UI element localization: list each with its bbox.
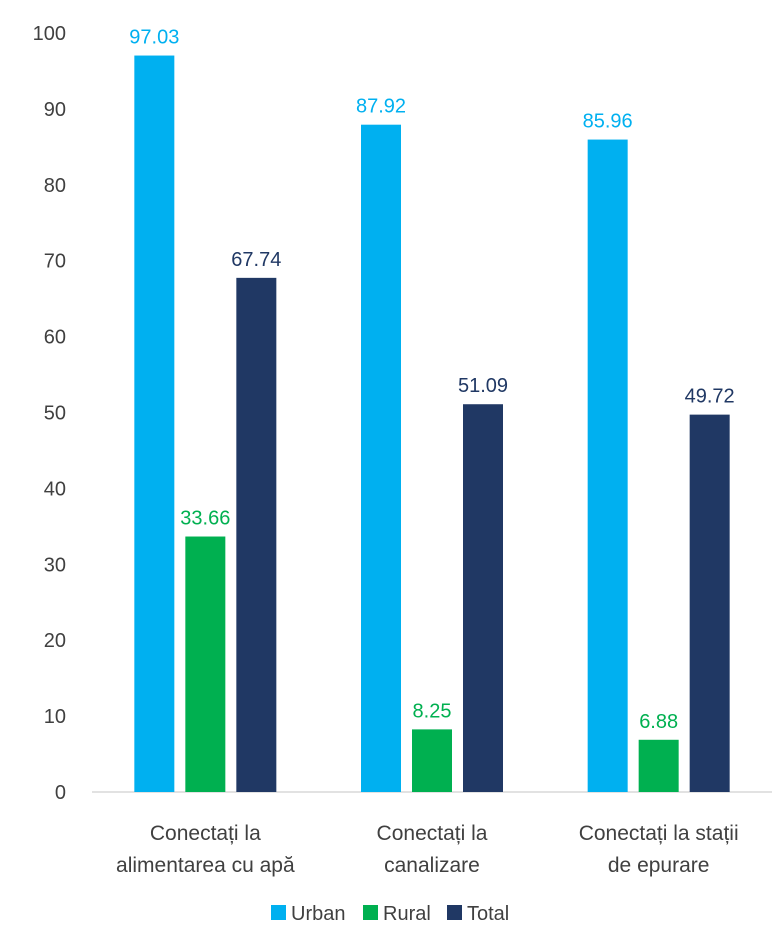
bar-total <box>236 277 277 792</box>
bar-urban <box>361 124 401 793</box>
legend-swatch-urban <box>271 905 286 920</box>
category-label: Conectați la canalizare <box>377 822 488 877</box>
bar-rural <box>412 729 452 792</box>
y-tick-label: 80 <box>44 175 66 197</box>
data-label: 49.72 <box>685 386 735 408</box>
y-tick-label: 30 <box>44 554 66 576</box>
legend: Urban Rural Total <box>271 903 509 925</box>
y-tick-label: 100 <box>33 23 66 45</box>
data-label: 6.88 <box>639 711 678 733</box>
y-axis: 0 10 20 30 40 50 60 70 80 90 100 <box>33 23 66 804</box>
y-tick-label: 0 <box>55 782 66 804</box>
y-tick-label: 50 <box>44 403 66 425</box>
bar-rural <box>638 739 679 792</box>
data-label: 33.66 <box>180 508 230 530</box>
data-label: 8.25 <box>413 700 452 722</box>
bar-rural <box>185 536 226 792</box>
bar-urban <box>134 55 175 793</box>
data-label: 87.92 <box>356 96 406 118</box>
legend-label-urban: Urban <box>291 903 345 925</box>
data-label: 67.74 <box>231 249 281 271</box>
category-label: Conectați la alimentarea cu apă <box>116 822 295 877</box>
y-tick-label: 90 <box>44 99 66 121</box>
category-label: Conectați la stații de epurare <box>579 822 739 877</box>
data-label: 85.96 <box>583 111 633 133</box>
y-tick-label: 20 <box>44 630 66 652</box>
data-labels: 97.03 33.66 67.74 87.92 8.25 51.09 85.96 6.88 49… <box>129 27 734 733</box>
legend-label-total: Total <box>467 903 509 925</box>
x-axis: Conectați la alimentarea cu apă Conectați … <box>116 822 739 877</box>
y-tick-label: 60 <box>44 327 66 349</box>
bar-total <box>463 404 503 792</box>
y-tick-label: 10 <box>44 706 66 728</box>
bar-total <box>689 414 730 792</box>
bars <box>134 55 730 793</box>
legend-label-rural: Rural <box>383 903 431 925</box>
bar-urban <box>587 139 628 792</box>
legend-swatch-rural <box>363 905 378 920</box>
y-tick-label: 70 <box>44 251 66 273</box>
y-tick-label: 40 <box>44 478 66 500</box>
data-label: 51.09 <box>458 375 508 397</box>
legend-swatch-total <box>447 905 462 920</box>
data-label: 97.03 <box>129 27 179 49</box>
